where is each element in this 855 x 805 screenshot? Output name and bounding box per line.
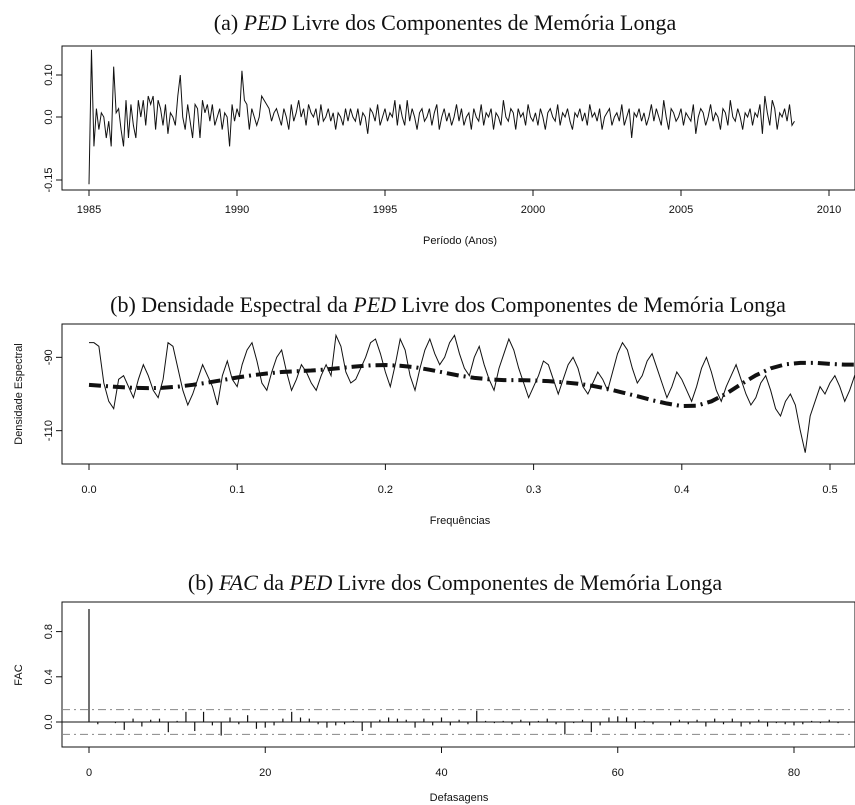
- panel-a-title: (a) PED Livre dos Componentes de Memória…: [214, 10, 677, 35]
- x-tick-label: 0: [86, 767, 92, 779]
- smoothed-density-line: [88, 360, 855, 409]
- panel-b-series-group: [88, 333, 855, 453]
- panel-b-x-axis: 0.0 0.1 0.2 0.3 0.4 0.5: [81, 464, 838, 496]
- panel-b-title: (b) Densidade Espectral da PED Livre dos…: [110, 292, 786, 317]
- x-tick-label: 0.4: [674, 484, 689, 496]
- y-tick-label: -0.15: [43, 167, 55, 192]
- panel-a: (a) PED Livre dos Componentes de Memória…: [43, 10, 855, 247]
- x-tick-label: 0.2: [378, 484, 393, 496]
- y-tick-label: 0.0: [43, 714, 55, 729]
- x-tick-label: 0.5: [822, 484, 837, 496]
- panel-c: (b) FAC da PED Livre dos Componentes de …: [13, 570, 855, 804]
- x-tick-label: 80: [788, 767, 800, 779]
- y-tick-label: 0.10: [43, 64, 55, 85]
- panel-b-y-label: Densidade Espectral: [13, 343, 25, 445]
- x-tick-label: 1995: [373, 204, 397, 216]
- panel-a-y-axis: -0.15 0.0 0.10: [43, 64, 62, 193]
- panel-a-series-group: [88, 49, 795, 185]
- spectral-density-line: [89, 333, 855, 453]
- x-tick-label: 40: [435, 767, 447, 779]
- panel-a-frame: [61, 45, 855, 191]
- x-tick-label: 0.0: [81, 484, 96, 496]
- panel-c-title: (b) FAC da PED Livre dos Componentes de …: [188, 570, 722, 595]
- x-tick-label: 0.3: [526, 484, 541, 496]
- x-tick-label: 2000: [521, 204, 545, 216]
- x-tick-label: 2005: [669, 204, 693, 216]
- x-tick-label: 20: [259, 767, 271, 779]
- panel-c-x-axis: 0 20 40 60 80: [86, 747, 800, 779]
- panel-b-frame: [61, 323, 855, 465]
- y-tick-label: 0.4: [43, 669, 55, 684]
- panel-c-bars-group: [62, 609, 855, 736]
- panel-c-y-axis: 0.0 0.4 0.8: [43, 624, 62, 730]
- x-tick-label: 1985: [77, 204, 101, 216]
- y-tick-label: 0.0: [43, 109, 55, 124]
- y-tick-label: 0.8: [43, 624, 55, 639]
- panel-b-x-label: Frequências: [430, 515, 491, 527]
- x-tick-label: 60: [612, 767, 624, 779]
- panel-a-x-label: Período (Anos): [423, 235, 497, 247]
- y-tick-label: -90: [43, 349, 55, 365]
- x-tick-label: 1990: [225, 204, 249, 216]
- x-tick-label: 0.1: [230, 484, 245, 496]
- panel-c-x-label: Defasagens: [430, 792, 489, 804]
- panel-c-y-label: FAC: [13, 664, 25, 685]
- panel-b: (b) Densidade Espectral da PED Livre dos…: [13, 292, 855, 527]
- x-tick-label: 2010: [817, 204, 841, 216]
- panel-b-y-axis: -110 -90: [43, 349, 62, 441]
- panel-a-x-axis: 1985 1990 1995 2000 2005 2010: [77, 190, 841, 216]
- y-tick-label: -110: [43, 420, 55, 441]
- series-line: [88, 49, 795, 185]
- panel-c-frame: [61, 601, 855, 748]
